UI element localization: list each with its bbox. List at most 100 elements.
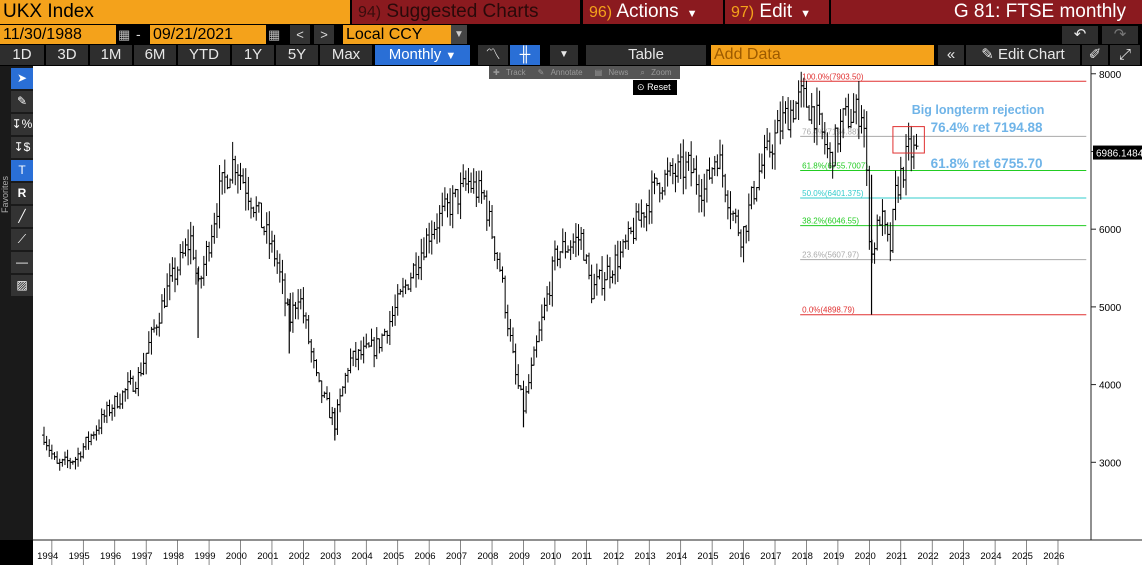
x-tick-label: 2006 [414,551,435,562]
pen-icon[interactable]: ✎ [11,91,33,112]
end-date-input[interactable]: 09/21/2021 [150,25,266,44]
x-tick-label: 2025 [1012,551,1033,562]
zoom-label: Zoom [651,68,672,77]
actions-num: 96) [589,4,613,21]
actions-menu[interactable]: 96) Actions ▼ [583,0,723,24]
ticker-field[interactable]: UKX Index [0,0,350,24]
text-tool-icon[interactable]: T [11,160,33,181]
cursor-icon[interactable]: ➤ [11,68,33,89]
line-chart-icon[interactable]: 〽 [478,45,508,65]
chart-mini-toolbar: ✚ Track ✎ Annotate ▤ News ⌕ Zoom [489,66,680,79]
currency-value: Local CCY [346,26,423,43]
x-tick-label: 2012 [603,551,624,562]
horizontal-line-icon[interactable]: — [11,252,33,273]
y-tick-label: 8000 [1099,70,1122,81]
x-tick-label: 1998 [163,551,184,562]
range-1d[interactable]: 1D [0,45,44,65]
price-chart[interactable]: 100.0%(7903.50)76.4%(7194.88)61.8%(6755.… [33,66,1142,565]
frequency-select[interactable]: Monthly ▼ [375,45,470,65]
zoom-button[interactable]: ⌕ Zoom [636,66,679,79]
channel-icon[interactable]: ▨ [11,275,33,296]
undo-icon[interactable]: ↶ [1062,26,1098,44]
calendar-icon[interactable]: ▦ [118,27,131,42]
range-1m[interactable]: 1M [90,45,132,65]
x-tick-label: 2020 [855,551,876,562]
edit-menu[interactable]: 97) Edit ▼ [725,0,829,24]
x-tick-label: 1995 [69,551,90,562]
edit-chart-button[interactable]: ✎ Edit Chart [966,45,1080,65]
date-separator: - [136,26,141,42]
x-tick-label: 2011 [572,551,592,562]
news-label: News [608,68,629,77]
start-date-input[interactable]: 11/30/1988 [0,25,116,44]
line-segment-icon[interactable]: ⟋ [11,229,33,250]
fib-level-label: 76.4%(7194.88) [802,127,859,136]
add-data-placeholder: Add Data [714,46,781,63]
actions-label: Actions [616,1,679,22]
range-max[interactable]: Max [320,45,372,65]
drawing-toolbar: ➤ ✎ ↧% ↧$ T R ╱ ⟋ — ▨ Favorites [0,66,33,540]
ohlc-chart-icon[interactable]: ╫ [510,45,540,65]
expand-icon[interactable]: ⤢ [1110,45,1140,65]
range-ytd[interactable]: YTD [178,45,230,65]
x-tick-label: 2014 [666,551,687,562]
reset-label: Reset [647,82,671,92]
sidebar-footer [0,540,33,565]
x-axis-area [33,540,1142,565]
x-tick-label: 2013 [635,551,656,562]
x-tick-label: 2022 [918,551,939,562]
chevron-down-icon: ▼ [686,8,698,20]
fib-level-label: 100.0%(7903.50) [802,72,864,81]
x-tick-label: 2015 [697,551,718,562]
suggested-num: 94) [358,4,382,21]
x-tick-label: 2019 [823,551,844,562]
range-5y[interactable]: 5Y [276,45,318,65]
reset-button[interactable]: ⊙ Reset [633,80,677,95]
ticker-label: UKX Index [3,1,94,22]
retracement-tool-icon[interactable]: R [11,183,33,204]
favorites-label: Favorites [0,176,10,214]
annotate-label: Annotate [550,68,583,77]
frequency-value: Monthly [388,46,442,63]
edit-num: 97) [731,4,755,21]
table-button[interactable]: Table [586,45,706,65]
x-tick-label: 2009 [509,551,530,562]
news-button[interactable]: ▤ News [591,66,637,79]
prev-period-button[interactable]: < [290,25,310,44]
plot-background [33,66,1091,540]
x-tick-label: 1999 [194,551,215,562]
range-1y[interactable]: 1Y [232,45,274,65]
range-3d[interactable]: 3D [46,45,88,65]
percent-tool-icon[interactable]: ↧% [11,114,33,135]
y-axis-area [1091,66,1142,540]
chart-annotation: Big longterm rejection [912,103,1045,117]
fib-level-label: 38.2%(6046.55) [802,217,859,226]
collapse-icon[interactable]: « [938,45,964,65]
x-tick-label: 2026 [1043,551,1064,562]
chevron-down-icon[interactable]: ▼ [550,45,578,65]
rejection-box [892,126,925,154]
x-tick-label: 1996 [100,551,121,562]
calendar-icon[interactable]: ▦ [268,27,281,42]
annotations: Big longterm rejection 76.4% ret 7194.88 6… [892,103,1045,171]
y-tick-label: 3000 [1099,458,1122,469]
price-tool-icon[interactable]: ↧$ [11,137,33,158]
next-period-button[interactable]: > [314,25,334,44]
range-6m[interactable]: 6M [134,45,176,65]
annotate-button[interactable]: ✎ Annotate [534,66,591,79]
suggested-charts-button[interactable]: 94) Suggested Charts [352,0,580,24]
currency-select[interactable]: Local CCY [343,25,451,44]
edit-settings-icon[interactable]: ✐ [1082,45,1108,65]
x-tick-label: 2005 [383,551,404,562]
edit-chart-label: Edit Chart [998,46,1065,63]
redo-icon[interactable]: ↷ [1102,26,1138,44]
add-data-input[interactable]: Add Data [711,45,934,65]
trendline-icon[interactable]: ╱ [11,206,33,227]
x-tick-label: 2004 [352,551,373,562]
x-tick-label: 2017 [760,551,781,562]
track-button[interactable]: ✚ Track [489,66,534,79]
x-tick-label: 2024 [980,551,1001,562]
y-ticks: 3000400050006000700080006986.1484 [1091,70,1142,469]
x-tick-label: 2002 [289,551,310,562]
chevron-down-icon[interactable]: ▼ [451,25,467,44]
